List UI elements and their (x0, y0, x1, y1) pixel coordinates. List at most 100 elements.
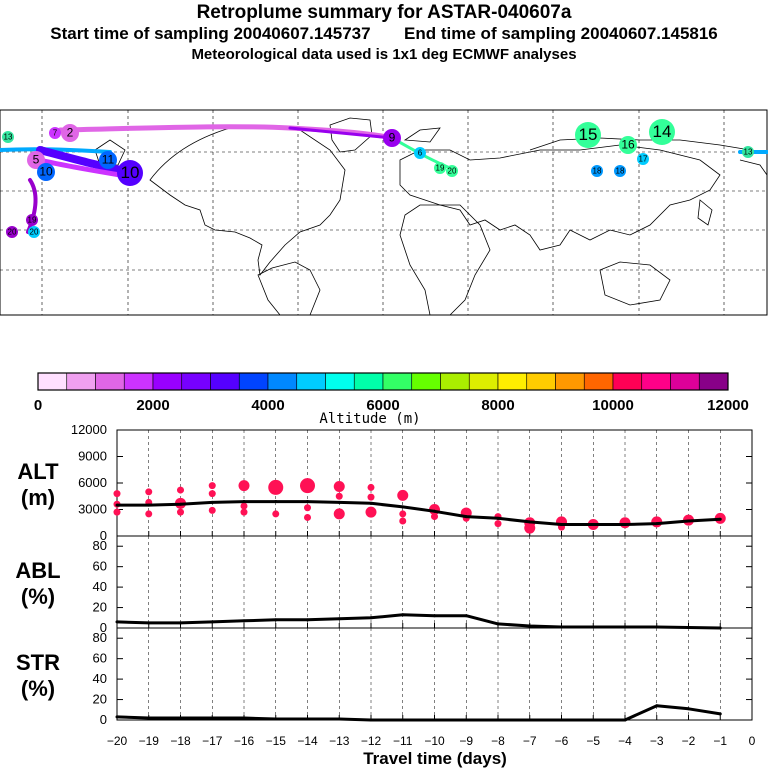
scatter-point (304, 504, 311, 512)
y-tick-label: 3000 (78, 502, 107, 517)
scatter-point (335, 492, 343, 500)
scatter-point (208, 490, 216, 498)
series-line (116, 613, 721, 630)
plume-marker: 9 (383, 129, 401, 147)
series-point (655, 704, 659, 708)
plume-marker: 17 (637, 153, 649, 165)
plume-marker-dot (619, 136, 637, 154)
scatter-point (399, 517, 407, 525)
series-point (242, 716, 246, 720)
chart-title: Retroplume summary for ASTAR-040607a (196, 2, 572, 23)
plume-marker-label: 5 (33, 153, 40, 167)
x-tick-label: −2 (682, 734, 696, 748)
altitude-colorbar: 0 2000 4000 6000 8000 10000 12000 Altitude (m) (34, 372, 749, 427)
series-point (147, 503, 151, 507)
y-tick-label: 12000 (71, 422, 107, 437)
colorbar-swatch (210, 372, 240, 391)
series-point (210, 716, 214, 720)
series-point (623, 718, 627, 722)
scatter-point (524, 522, 536, 534)
series-point (337, 617, 341, 621)
y-tick-label: 40 (93, 579, 107, 594)
plume-marker-dot (742, 146, 754, 158)
plume-marker-dot (61, 124, 79, 142)
colorbar-swatch (555, 372, 585, 391)
colorbar-tick-label: 6000 (366, 397, 399, 414)
series-point (274, 618, 278, 622)
scatter-point (208, 482, 216, 490)
plume-marker-dot (6, 226, 18, 238)
series-point (528, 718, 532, 722)
plume-marker-dot (434, 162, 446, 174)
sampling-time-line: Start time of sampling 20040607.145737 E… (0, 24, 768, 44)
x-tick-label: −5 (586, 734, 600, 748)
plume-marker-label: 19 (28, 215, 37, 224)
y-tick-label: 9000 (78, 449, 107, 464)
series-point (528, 624, 532, 628)
plume-track-core-upper (37, 157, 123, 178)
plume-marker-label: 17 (639, 154, 648, 163)
y-tick-label: 40 (93, 671, 107, 686)
series-point (306, 717, 309, 721)
colorbar-tick-label: 4000 (251, 397, 284, 414)
plume-marker: 5 (27, 151, 45, 169)
x-tick-label: −9 (459, 734, 473, 748)
plume-marker: 18 (614, 165, 626, 177)
plume-marker: 15 (575, 122, 601, 148)
plume-marker: 2 (61, 124, 79, 142)
plume-marker-dot (37, 163, 55, 181)
scatter-point (304, 513, 311, 521)
series-point (560, 523, 563, 527)
plume-marker-label: 15 (579, 125, 598, 144)
plume-marker: 16 (619, 136, 637, 154)
timeseries-panels: 120009000600030000ALT(m)806040200ABL(%)8… (15, 422, 755, 768)
series-point (179, 716, 182, 720)
series-point (718, 712, 722, 716)
y-tick-label: 80 (93, 630, 107, 645)
x-tick-label: −12 (361, 734, 382, 748)
panel-ylabel-name: ALT (17, 459, 59, 484)
scatter-point (113, 508, 121, 516)
scatter-point (177, 508, 184, 516)
scatter-point (367, 493, 375, 501)
met-data-subtitle: Meteorological data used is 1x1 deg ECMW… (191, 46, 577, 63)
y-tick-label: 20 (93, 600, 107, 615)
plume-marker: 6 (414, 147, 426, 159)
series-point (623, 523, 627, 527)
x-tick-label: −17 (202, 734, 223, 748)
scatter-point (145, 510, 153, 518)
scatter-point (238, 480, 250, 492)
series-point (433, 509, 436, 513)
series-line (117, 500, 721, 526)
scatter-point (397, 489, 409, 501)
plume-track-west (0, 147, 112, 154)
colorbar-swatch (612, 372, 643, 391)
plume-marker-label: 13 (4, 132, 13, 141)
start-time: Start time of sampling 20040607.145737 (50, 24, 371, 43)
series-point (115, 715, 119, 719)
plume-marker-dot (575, 122, 601, 148)
panel-ylabel-name: ABL (15, 558, 60, 583)
scatter-point (208, 506, 216, 514)
scatter-point (333, 508, 345, 520)
colorbar-swatch (698, 372, 729, 391)
series-point (687, 707, 690, 711)
plume-marker-label: 6 (418, 148, 423, 157)
series-point (242, 619, 246, 623)
plume-marker: 7 (49, 127, 61, 139)
y-tick-label: 20 (93, 692, 107, 707)
series-point (306, 618, 309, 622)
plume-marker-dot (383, 129, 401, 147)
colorbar-swatch (66, 372, 96, 391)
x-tick-label: −3 (650, 734, 664, 748)
x-tick-label: −6 (555, 734, 569, 748)
scatter-point (431, 513, 438, 521)
series-line (116, 704, 721, 722)
series-point (433, 614, 436, 618)
colorbar-swatch (353, 372, 384, 391)
plume-marker-label: 2 (67, 126, 74, 140)
plume-marker-dot (99, 151, 117, 169)
series-point (274, 500, 278, 504)
plume-marker: 13 (2, 131, 14, 143)
